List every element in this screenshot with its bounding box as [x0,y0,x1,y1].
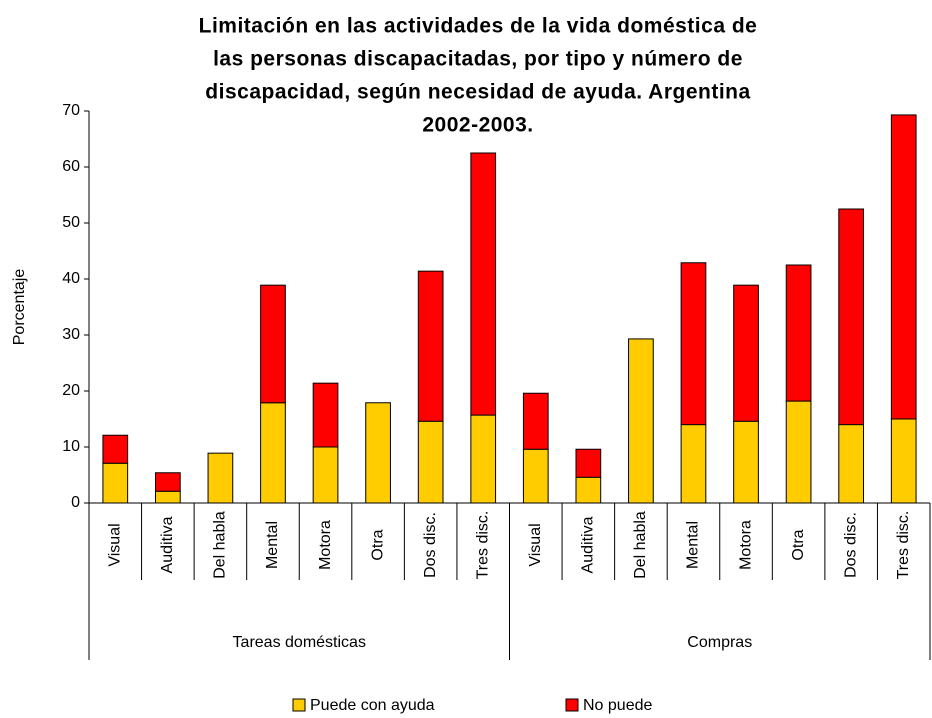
x-tick-label: Del habla [212,511,229,579]
x-tick-label: Tres disc. [474,511,491,580]
x-tick-label: Motora [737,520,754,570]
bar-segment [260,284,286,404]
legend-swatch [292,698,306,712]
bar-segment [207,452,234,504]
bar-segment [890,418,917,504]
bar-segment [522,448,549,504]
bar-segment [470,152,497,416]
bar-segment [575,448,602,478]
bar-segment [522,392,549,450]
y-tick-label: 60 [62,158,80,175]
bar-segment [312,446,339,504]
x-tick-label: Motora [317,520,334,570]
x-tick-label: Del habla [632,511,649,579]
bar-segment [785,264,812,402]
y-tick-label: 0 [71,494,80,511]
legend-swatch [565,698,579,712]
x-tick-label: Otra [369,529,386,560]
y-tick-label: 30 [62,326,80,343]
bar-segment [260,402,286,504]
y-tick-label: 50 [62,214,80,231]
x-tick-label: Visual [107,523,124,566]
x-tick-label: Auditiva [159,516,176,573]
x-tick-label: Otra [790,529,807,560]
x-tick-label: Mental [264,521,281,569]
y-tick-label: 70 [62,102,80,119]
chart-title: Limitación en las actividades de la vida… [199,15,758,38]
group-label: Tareas domésticas [233,634,366,651]
bar-segment [417,420,444,504]
bar-segment [102,462,129,504]
x-tick-label: Tres disc. [895,511,912,580]
bar-segment [785,400,812,504]
bar-segment [365,402,391,504]
y-tick-label: 20 [62,382,80,399]
bar-segment [890,114,917,420]
bar-segment [733,420,759,504]
legend-label: Puede con ayuda [310,697,435,714]
bar-segment [680,424,707,504]
bar-segment [838,424,865,504]
bar-segment [680,262,707,426]
chart-title: las personas discapacitadas, por tipo y … [213,48,743,71]
bar-segment [470,414,497,504]
y-tick-label: 40 [62,270,80,287]
chart-title: 2002-2003. [422,114,533,137]
bar-segment [312,382,339,448]
group-label: Compras [687,634,752,651]
bar-segment [154,490,181,504]
x-tick-label: Dos disc. [422,512,439,578]
legend-label: No puede [583,697,652,714]
bar-segment [154,472,181,492]
chart-title: discapacidad, según necesidad de ayuda. … [205,81,750,104]
bar-segment [628,338,654,504]
x-tick-label: Auditiva [580,516,597,573]
bar-segment [417,270,444,422]
bar-segment [575,476,602,504]
x-tick-label: Visual [527,523,544,566]
x-tick-label: Dos disc. [842,512,859,578]
y-tick-label: 10 [62,438,80,455]
y-axis-label: Porcentaje [11,269,28,346]
bar-segment [102,434,129,464]
x-tick-label: Mental [685,521,702,569]
bar-segment [838,208,865,426]
bar-segment [733,284,759,422]
